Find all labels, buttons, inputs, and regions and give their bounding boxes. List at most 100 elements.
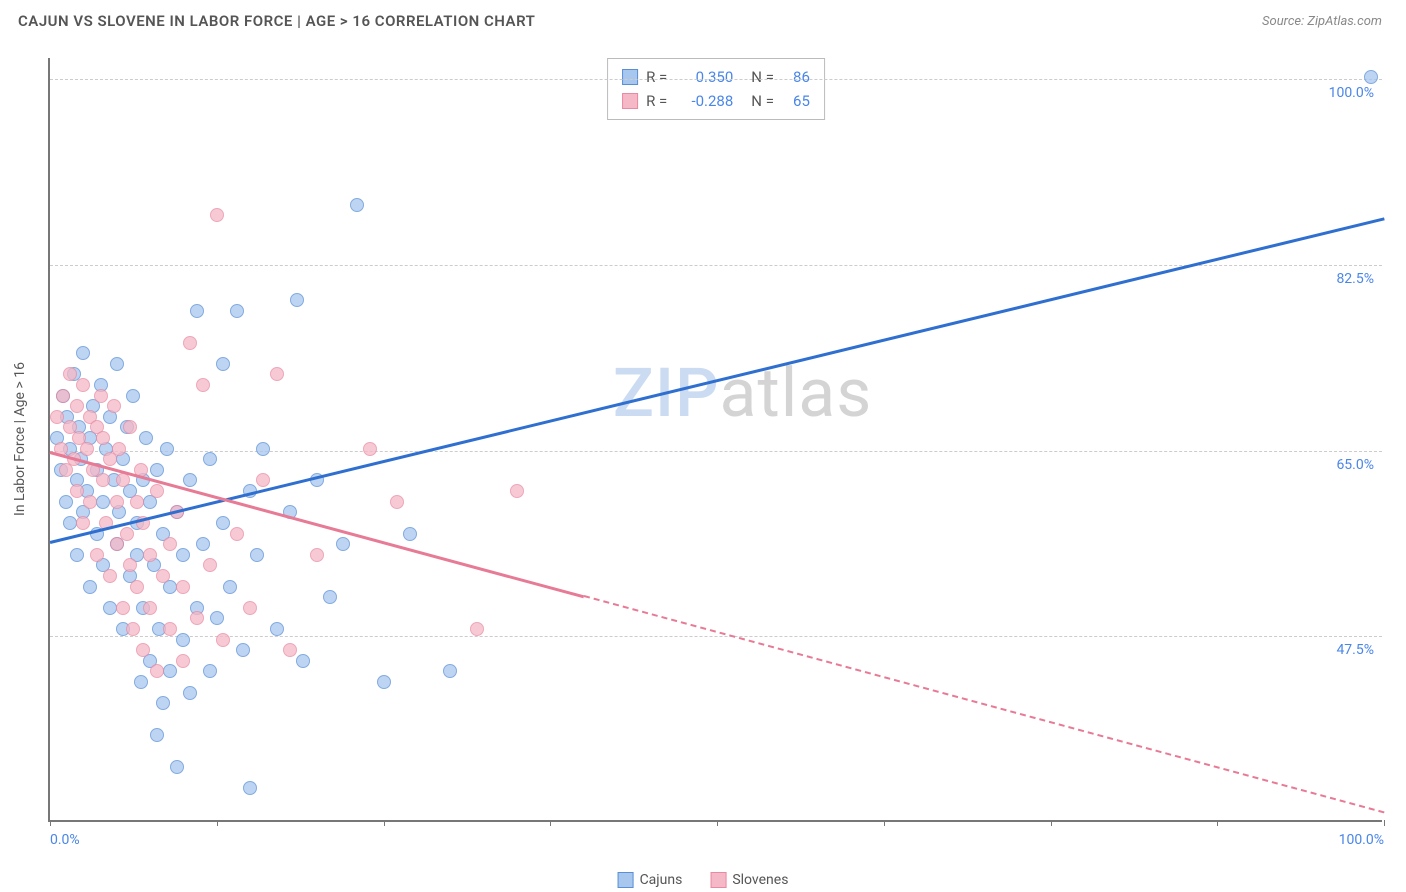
data-point: [190, 611, 204, 625]
x-tick: [50, 820, 51, 826]
data-point: [250, 548, 264, 562]
data-point: [63, 516, 77, 530]
x-tick: [717, 820, 718, 826]
data-point: [323, 590, 337, 604]
data-point: [150, 463, 164, 477]
series-swatch: [622, 69, 638, 85]
data-point: [150, 728, 164, 742]
data-point: [123, 420, 137, 434]
data-point: [134, 675, 148, 689]
data-point: [156, 569, 170, 583]
data-point: [116, 473, 130, 487]
data-point: [390, 495, 404, 509]
data-point: [110, 495, 124, 509]
n-label: N =: [751, 89, 774, 113]
data-point: [136, 643, 150, 657]
data-point: [470, 622, 484, 636]
data-point: [130, 495, 144, 509]
x-tick: [217, 820, 218, 826]
data-point: [163, 664, 177, 678]
data-point: [1364, 70, 1378, 84]
data-point: [76, 378, 90, 392]
data-point: [143, 548, 157, 562]
gridline: [50, 451, 1382, 452]
data-point: [156, 696, 170, 710]
data-point: [160, 442, 174, 456]
data-point: [110, 537, 124, 551]
data-point: [270, 622, 284, 636]
data-point: [163, 537, 177, 551]
trend-line: [50, 217, 1385, 543]
data-point: [150, 664, 164, 678]
legend-label: Slovenes: [732, 872, 788, 888]
data-point: [256, 473, 270, 487]
y-tick-label: 82.5%: [1336, 271, 1374, 287]
legend: CajunsSlovenes: [618, 872, 789, 888]
data-point: [243, 601, 257, 615]
gridline: [50, 636, 1382, 637]
x-tick: [884, 820, 885, 826]
data-point: [120, 527, 134, 541]
gridline: [50, 79, 1382, 80]
data-point: [143, 601, 157, 615]
data-point: [80, 442, 94, 456]
data-point: [103, 569, 117, 583]
x-tick: [550, 820, 551, 826]
correlation-stats-box: R =0.350N =86R =-0.288N =65: [607, 58, 825, 120]
data-point: [183, 473, 197, 487]
legend-swatch: [710, 872, 726, 888]
stats-row: R =-0.288N =65: [622, 89, 810, 113]
data-point: [443, 664, 457, 678]
data-point: [196, 378, 210, 392]
n-label: N =: [751, 65, 774, 89]
data-point: [216, 357, 230, 371]
data-point: [94, 389, 108, 403]
data-point: [163, 622, 177, 636]
r-label: R =: [646, 65, 667, 89]
data-point: [176, 580, 190, 594]
trend-line: [583, 595, 1384, 813]
data-point: [230, 527, 244, 541]
y-tick-label: 100.0%: [1329, 85, 1374, 101]
data-point: [203, 558, 217, 572]
chart-header: CAJUN VS SLOVENE IN LABOR FORCE | AGE > …: [0, 0, 1406, 38]
data-point: [70, 484, 84, 498]
data-point: [510, 484, 524, 498]
data-point: [70, 399, 84, 413]
data-point: [363, 442, 377, 456]
x-tick: [384, 820, 385, 826]
data-point: [236, 643, 250, 657]
chart-title: CAJUN VS SLOVENE IN LABOR FORCE | AGE > …: [18, 12, 535, 30]
data-point: [196, 537, 210, 551]
data-point: [176, 633, 190, 647]
data-point: [59, 495, 73, 509]
legend-item: Slovenes: [710, 872, 788, 888]
series-swatch: [622, 93, 638, 109]
stats-row: R =0.350N =86: [622, 65, 810, 89]
data-point: [96, 473, 110, 487]
data-point: [296, 654, 310, 668]
data-point: [116, 601, 130, 615]
data-point: [139, 431, 153, 445]
data-point: [216, 516, 230, 530]
data-point: [336, 537, 350, 551]
data-point: [176, 548, 190, 562]
data-point: [83, 580, 97, 594]
data-point: [112, 442, 126, 456]
data-point: [256, 442, 270, 456]
legend-swatch: [618, 872, 634, 888]
data-point: [107, 399, 121, 413]
data-point: [350, 198, 364, 212]
data-point: [183, 336, 197, 350]
data-point: [203, 452, 217, 466]
data-point: [290, 293, 304, 307]
data-point: [96, 495, 110, 509]
data-point: [56, 389, 70, 403]
data-point: [103, 601, 117, 615]
data-point: [216, 633, 230, 647]
source-label: Source: ZipAtlas.com: [1262, 14, 1382, 29]
data-point: [270, 367, 284, 381]
data-point: [403, 527, 417, 541]
data-point: [283, 643, 297, 657]
y-axis-label: In Labor Force | Age > 16: [12, 362, 28, 516]
